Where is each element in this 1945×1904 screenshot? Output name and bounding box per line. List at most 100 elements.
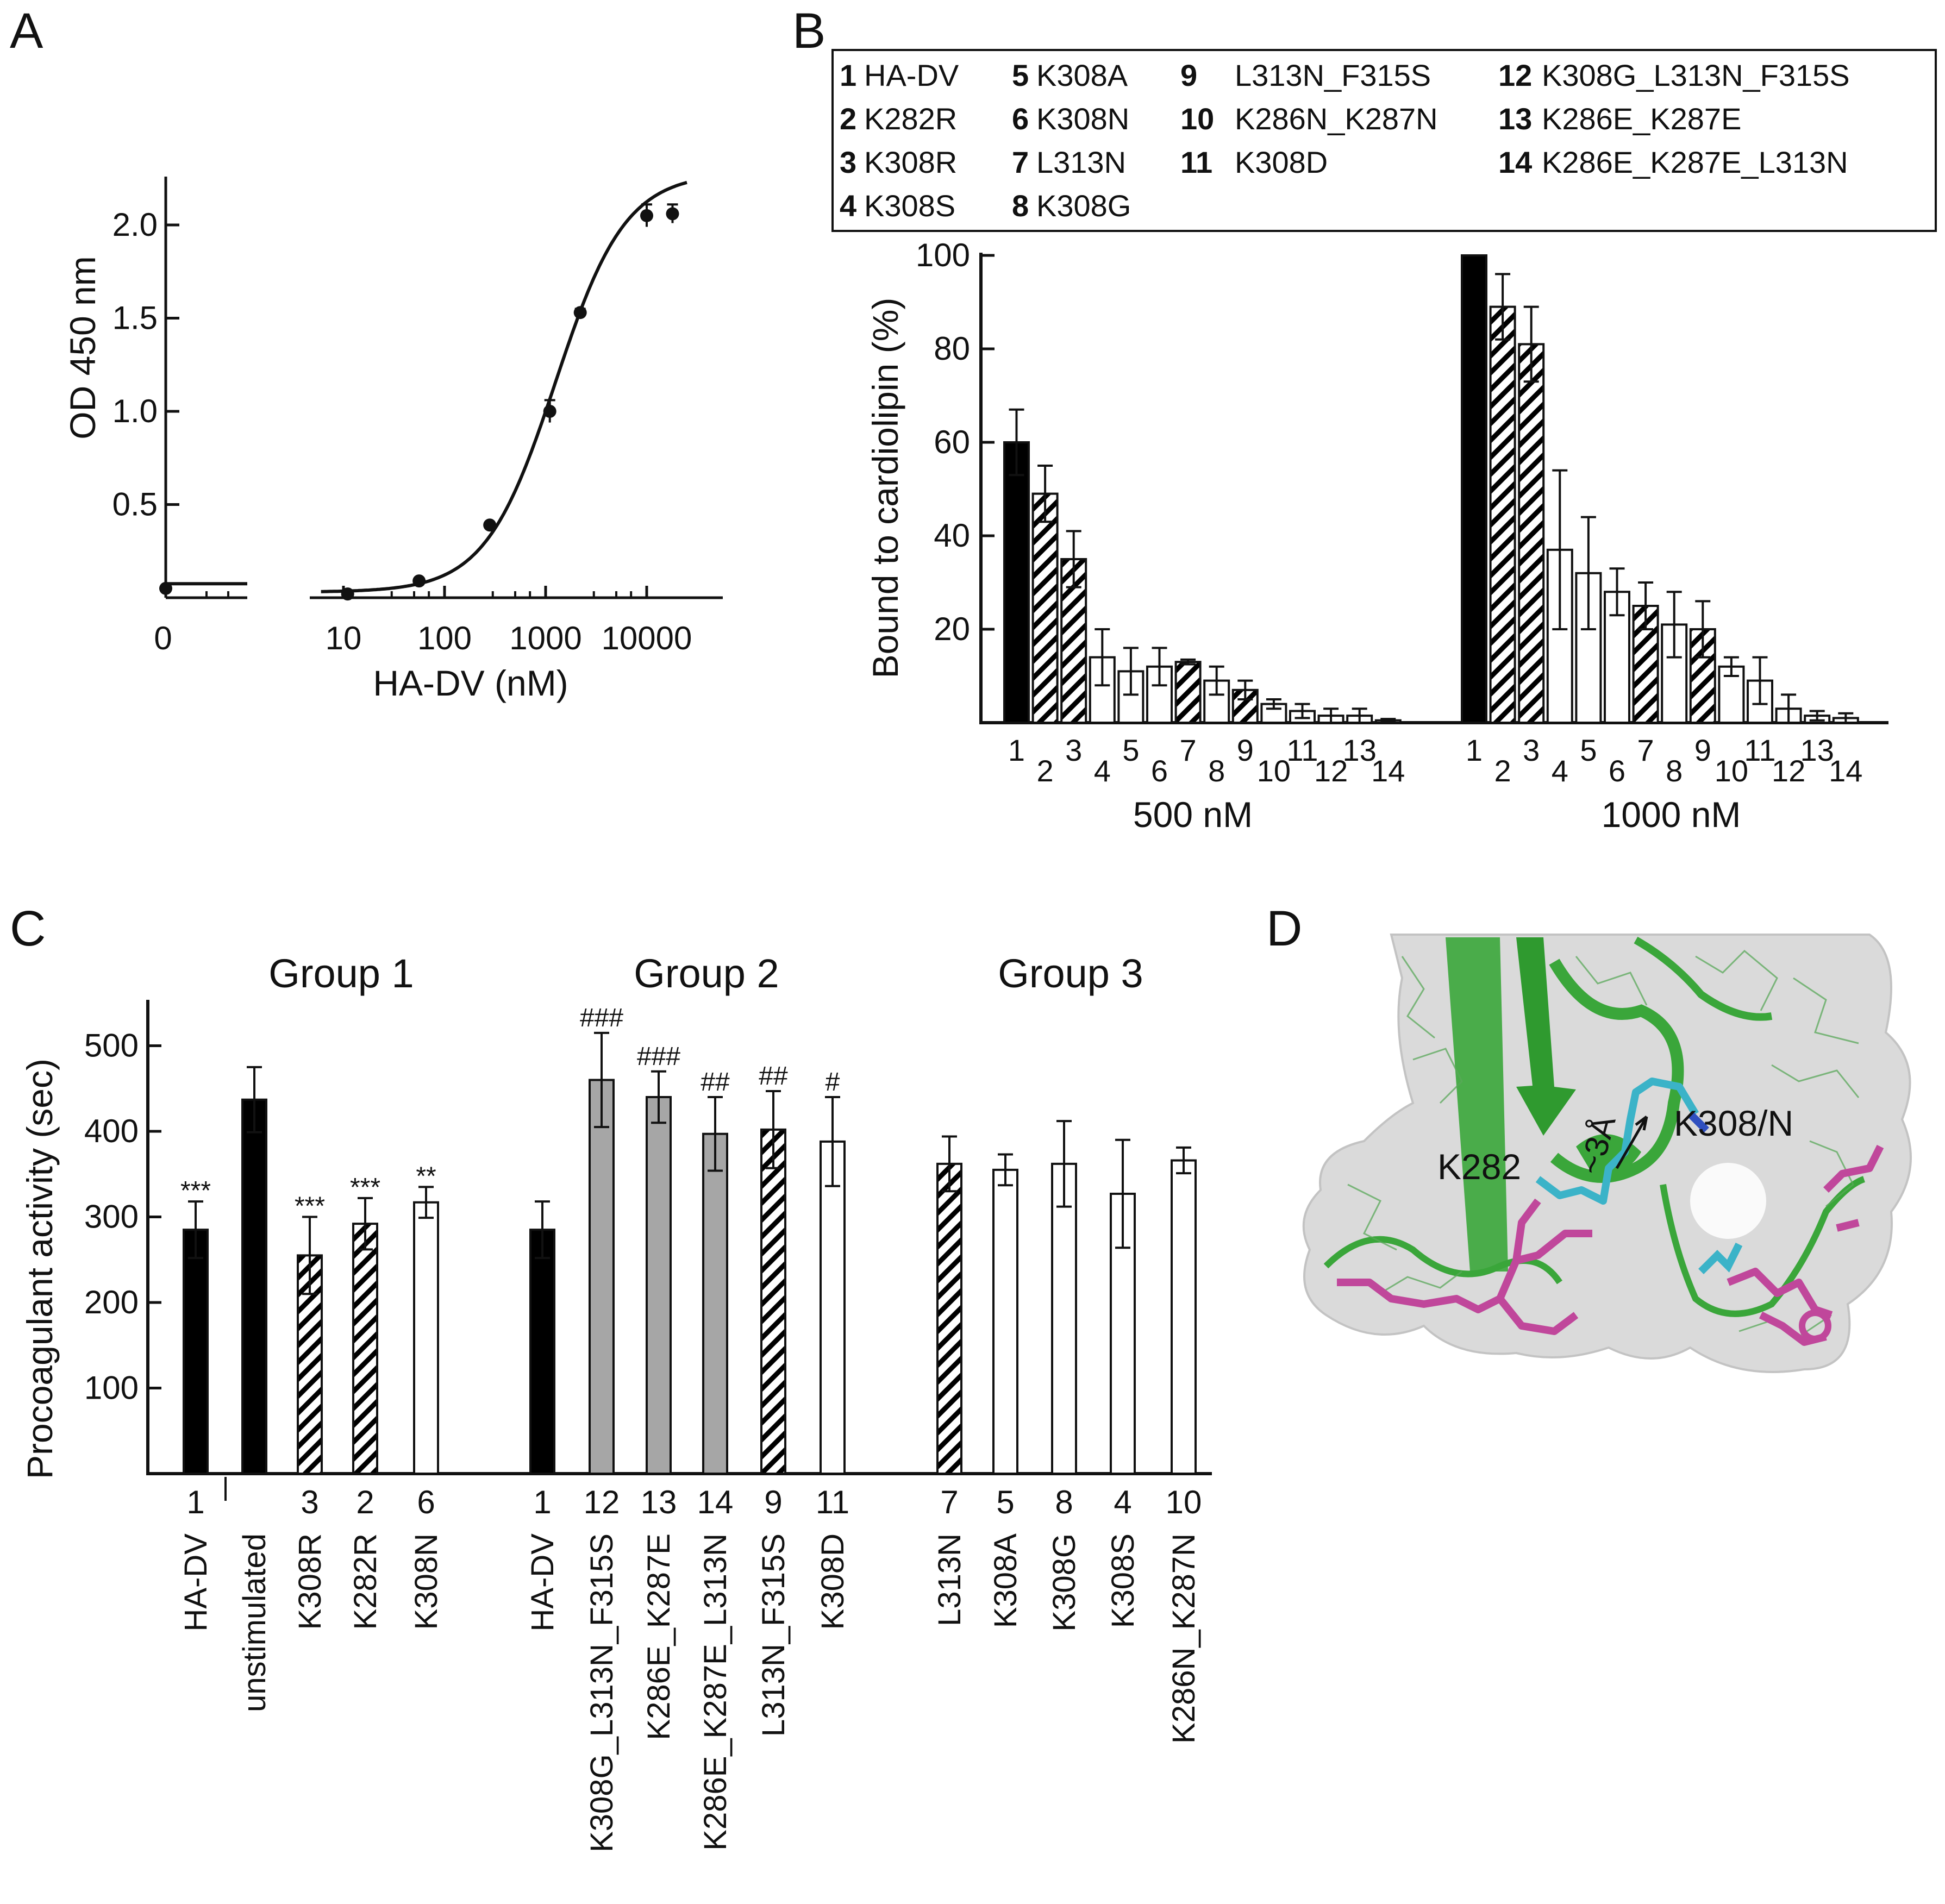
panel-a-axes: 0.5 1.0 1.5 2.0 0 10 100 1000 10000 bbox=[112, 177, 723, 656]
panel-c-bar-number: 10 bbox=[1166, 1484, 1202, 1520]
panel-b-legend-number: 9 bbox=[1180, 58, 1197, 92]
panel-letter-a: A bbox=[10, 3, 43, 59]
label-k282: K282 bbox=[1437, 1147, 1521, 1187]
panel-b-legend-name: K308G_L313N_F315S bbox=[1542, 58, 1850, 92]
nitrogen-stick bbox=[1687, 1111, 1709, 1133]
panel-b-legend-number: 3 bbox=[840, 145, 856, 179]
panel-b-bar-number: 5 bbox=[1122, 733, 1139, 767]
panel-b-bar-number: 2 bbox=[1494, 754, 1511, 788]
panel-c-bar bbox=[646, 1096, 672, 1475]
panel-b-ytick-label: 40 bbox=[934, 517, 970, 554]
cyan-sticks-2 bbox=[1698, 1242, 1743, 1274]
panel-b-legend-number: 1 bbox=[840, 58, 856, 92]
panel-b-bar-number: 14 bbox=[1829, 754, 1862, 788]
panel-a-point-zero bbox=[159, 581, 172, 595]
panel-c-bar-name: K308N bbox=[409, 1533, 444, 1630]
panel-c-bar-number: 12 bbox=[584, 1484, 620, 1520]
panel-b-legend-number: 2 bbox=[840, 102, 856, 136]
panel-b-legend-name: K308S bbox=[864, 189, 955, 223]
panel-c-bar bbox=[702, 1132, 728, 1475]
surface-cavity bbox=[1690, 1163, 1766, 1239]
panel-a-point bbox=[573, 306, 587, 320]
panel-c-bar bbox=[352, 1223, 378, 1475]
panel-b-legend-name: K308G bbox=[1036, 189, 1131, 223]
panel-b-bar-number: 6 bbox=[1151, 754, 1168, 788]
line-representation bbox=[1347, 949, 1860, 1338]
panel-c-bar-number: 6 bbox=[417, 1484, 435, 1520]
panel-c-ylabel: Procoagulant activity (sec) bbox=[20, 1059, 60, 1479]
ring-sticks bbox=[1799, 1310, 1831, 1342]
panel-c-bar bbox=[820, 1140, 846, 1475]
panel-c-bar-name: unstimulated bbox=[237, 1533, 272, 1712]
label-k308: K308/N bbox=[1674, 1103, 1793, 1143]
panel-c-bar bbox=[413, 1201, 439, 1475]
panel-b-bar-number: 13 bbox=[1800, 733, 1834, 767]
panel-c-bar bbox=[1171, 1159, 1197, 1475]
panel-a-point bbox=[666, 207, 679, 221]
panel-b-bar-number: 8 bbox=[1208, 754, 1225, 788]
panel-c-bar-name: K308S bbox=[1105, 1533, 1141, 1628]
panel-a-point bbox=[640, 209, 653, 222]
panel-b-legend-number: 8 bbox=[1012, 189, 1029, 223]
panel-c-bar-name: K308D bbox=[815, 1533, 850, 1630]
panel-b-legend-number: 4 bbox=[840, 189, 856, 223]
panel-b-legend-number: 14 bbox=[1498, 145, 1532, 179]
panel-a-xtick-label: 1000 bbox=[509, 620, 581, 656]
panel-b-bar-number: 4 bbox=[1094, 754, 1111, 788]
panel-b-bar-number: 14 bbox=[1371, 754, 1405, 788]
panel-b-bar-number: 3 bbox=[1065, 733, 1082, 767]
panel-b-legend-number: 13 bbox=[1498, 102, 1532, 136]
panel-c-bar-name: K286E_K287E bbox=[641, 1533, 677, 1740]
panel-d-structure: K282 K308/N ~3Å bbox=[1302, 934, 1912, 1373]
panel-c-bar-number: 7 bbox=[940, 1484, 958, 1520]
panel-b-bar-number: 8 bbox=[1666, 754, 1683, 788]
panel-b-ylabel: Bound to cardiolipin (%) bbox=[865, 298, 905, 679]
panel-b-bar bbox=[1489, 305, 1516, 724]
panel-c-bar-number: 9 bbox=[764, 1484, 782, 1520]
panel-a-ytick-label: 2.0 bbox=[112, 206, 158, 243]
panel-c-bar bbox=[992, 1168, 1018, 1475]
panel-b-bar-number: 7 bbox=[1637, 733, 1654, 767]
panel-a-xlabel: HA-DV (nM) bbox=[373, 663, 568, 703]
beta-strand-2 bbox=[1516, 937, 1576, 1136]
panel-b-bar-number: 11 bbox=[1744, 733, 1775, 767]
panel-c-bar-name: K308R bbox=[292, 1533, 328, 1630]
panel-b-bar bbox=[1031, 492, 1059, 724]
panel-a-xtick-label-zero: 0 bbox=[154, 620, 172, 656]
panel-c-axes: 100 200 300 400 500 bbox=[84, 1000, 1212, 1501]
panel-b-bar-number: 4 bbox=[1552, 754, 1568, 788]
panel-a-point bbox=[483, 518, 497, 532]
panel-a-fit-curve bbox=[321, 180, 687, 593]
panel-c-bar-number: 1 bbox=[186, 1484, 204, 1520]
panel-c-bar bbox=[760, 1128, 786, 1475]
panel-b-legend-number: 10 bbox=[1180, 102, 1214, 136]
panel-b-legend-name: K308D bbox=[1235, 145, 1328, 179]
panel-c-bar bbox=[241, 1098, 267, 1475]
panel-c-bar-number: 11 bbox=[816, 1484, 849, 1520]
panel-c-bar-name: K308A bbox=[988, 1533, 1023, 1628]
panel-b-bar bbox=[1174, 661, 1202, 724]
panel-b-ytick-label: 100 bbox=[916, 237, 970, 273]
panel-c-significance: *** bbox=[295, 1192, 325, 1221]
loop-cartoon-2 bbox=[1634, 936, 1773, 1021]
distance-arrow bbox=[1615, 1116, 1648, 1169]
panel-a-ylabel: OD 450 nm bbox=[62, 256, 103, 439]
panel-c-group-label: Group 3 bbox=[998, 951, 1143, 996]
panel-b-ytick-label: 60 bbox=[934, 424, 970, 460]
panel-c-bar bbox=[183, 1229, 209, 1475]
panel-b-bar-number: 10 bbox=[1715, 754, 1748, 788]
panel-c-bar-name: K286N_K287N bbox=[1166, 1533, 1202, 1744]
panel-b-legend-number: 7 bbox=[1012, 145, 1029, 179]
panel-b-bar bbox=[1518, 343, 1545, 724]
panel-c-bar-number: 2 bbox=[356, 1484, 374, 1520]
panel-b-bar-number: 12 bbox=[1772, 754, 1805, 788]
panel-b-legend-name: K282R bbox=[864, 102, 957, 136]
panel-c-bar bbox=[936, 1162, 962, 1475]
panel-c-bar-number: 5 bbox=[996, 1484, 1014, 1520]
panel-b-legend-name: K286N_K287N bbox=[1235, 102, 1438, 136]
panel-c-bar-name: K308G_L313N_F315S bbox=[584, 1533, 620, 1852]
panel-b-bar bbox=[1260, 703, 1287, 724]
panel-c-bar-number: 14 bbox=[697, 1484, 734, 1520]
panel-c-significance: *** bbox=[350, 1173, 380, 1202]
